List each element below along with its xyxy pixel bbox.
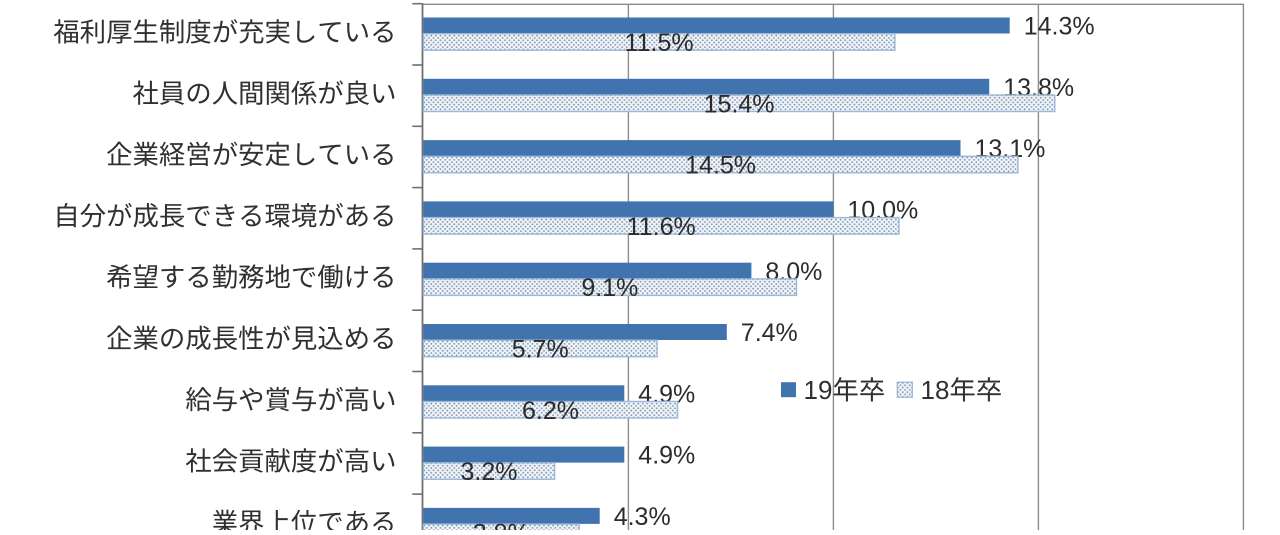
svg-text:9.1%: 9.1% <box>581 274 638 302</box>
svg-text:4.9%: 4.9% <box>638 442 695 470</box>
svg-text:19: 19 <box>804 375 833 405</box>
svg-text:11.6%: 11.6% <box>627 213 696 241</box>
svg-text:14.5%: 14.5% <box>685 152 756 180</box>
svg-text:7.4%: 7.4% <box>741 319 798 347</box>
svg-text:3.8%: 3.8% <box>473 519 530 530</box>
svg-text:11.5%: 11.5% <box>625 29 694 57</box>
svg-text:5.7%: 5.7% <box>512 336 569 364</box>
svg-text:6.2%: 6.2% <box>522 397 579 425</box>
svg-text:14.3%: 14.3% <box>1024 13 1095 41</box>
svg-text:4.3%: 4.3% <box>614 503 671 530</box>
svg-text:18: 18 <box>921 375 950 405</box>
svg-text:15.4%: 15.4% <box>704 90 775 118</box>
svg-text:3.2%: 3.2% <box>461 458 518 486</box>
